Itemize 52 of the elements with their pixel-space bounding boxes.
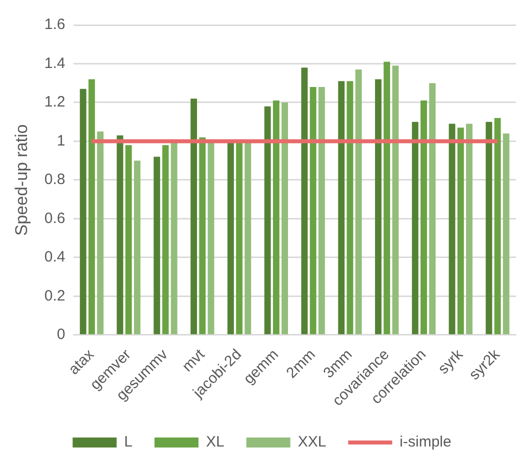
bar — [301, 68, 308, 334]
bar — [264, 106, 271, 334]
bar — [346, 81, 354, 334]
bar — [170, 141, 178, 334]
bar — [429, 83, 436, 334]
bar — [466, 124, 472, 334]
bar — [162, 145, 169, 334]
bar — [272, 100, 280, 334]
y-tick-label: 1.6 — [44, 16, 66, 34]
bar — [338, 81, 345, 334]
bar — [412, 122, 418, 334]
bar — [134, 160, 140, 334]
bar — [97, 132, 104, 334]
bar — [448, 124, 456, 334]
y-tick-label: 0.2 — [44, 287, 66, 304]
bar — [199, 137, 206, 334]
bar — [318, 86, 325, 334]
bar — [494, 118, 501, 334]
legend-label: XL — [206, 434, 224, 451]
bar — [236, 141, 243, 334]
y-tick-label: 0.8 — [44, 171, 66, 188]
bar — [80, 88, 86, 334]
y-tick-label: 0.4 — [44, 248, 66, 266]
bar — [125, 145, 132, 334]
y-tick-label: 1.4 — [44, 54, 66, 72]
bar — [190, 98, 198, 334]
legend-label: i-simple — [400, 434, 452, 451]
bar — [502, 133, 510, 334]
bar — [420, 100, 427, 334]
y-tick-label: 0 — [56, 326, 66, 344]
bar — [457, 128, 464, 334]
bar — [392, 66, 399, 334]
y-tick-label: 1 — [56, 132, 66, 150]
bar — [208, 141, 214, 334]
bar — [227, 141, 234, 334]
bar — [355, 70, 362, 334]
y-axis-title: Speed-up ratio — [12, 124, 31, 236]
legend-label: XXL — [298, 434, 326, 451]
bar — [384, 62, 390, 334]
bar — [154, 156, 160, 334]
bar — [375, 79, 382, 334]
y-tick-label: 0.6 — [44, 210, 66, 227]
x-tick-label: atax — [65, 346, 98, 378]
legend-label: L — [124, 434, 132, 451]
bar — [282, 102, 288, 334]
bar — [116, 135, 124, 334]
x-tick-label: syrk — [434, 346, 467, 378]
bar — [310, 86, 316, 334]
y-tick-label: 1.2 — [44, 94, 66, 111]
bar — [486, 122, 492, 334]
bar — [244, 141, 252, 334]
bar — [88, 79, 95, 334]
